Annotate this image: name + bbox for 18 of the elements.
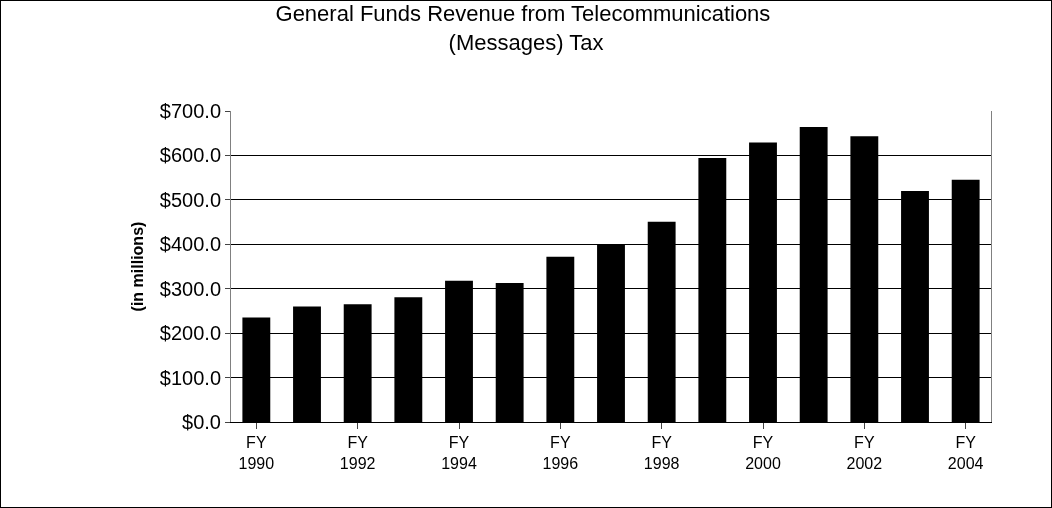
x-tick-label: FY 1990 — [238, 434, 275, 472]
y-axis-title: (in millions) — [128, 221, 146, 312]
x-tick-label: FY 1992 — [339, 434, 376, 472]
y-tick-label: $400.0 — [159, 233, 221, 256]
x-tick-label: FY 2000 — [745, 434, 781, 472]
y-tick-label: $600.0 — [159, 144, 221, 167]
y-tick-label: $700.0 — [159, 100, 221, 122]
y-tick-label: $0.0 — [182, 411, 221, 433]
x-tick-label: FY 1996 — [542, 434, 579, 472]
x-tick-label: FY 2004 — [947, 434, 984, 472]
chart-title: General Funds Revenue from Telecommunications (Messages) Tax — [275, 1, 777, 55]
y-tick-label: $300.0 — [159, 277, 221, 300]
y-tick-label: $100.0 — [159, 366, 221, 389]
x-tick-label: FY 2002 — [846, 434, 883, 472]
y-tick-label: $200.0 — [159, 322, 221, 345]
x-tick-label: FY 1998 — [643, 434, 680, 472]
y-tick-label: $500.0 — [159, 188, 221, 211]
x-tick-label: FY 1994 — [441, 434, 477, 472]
